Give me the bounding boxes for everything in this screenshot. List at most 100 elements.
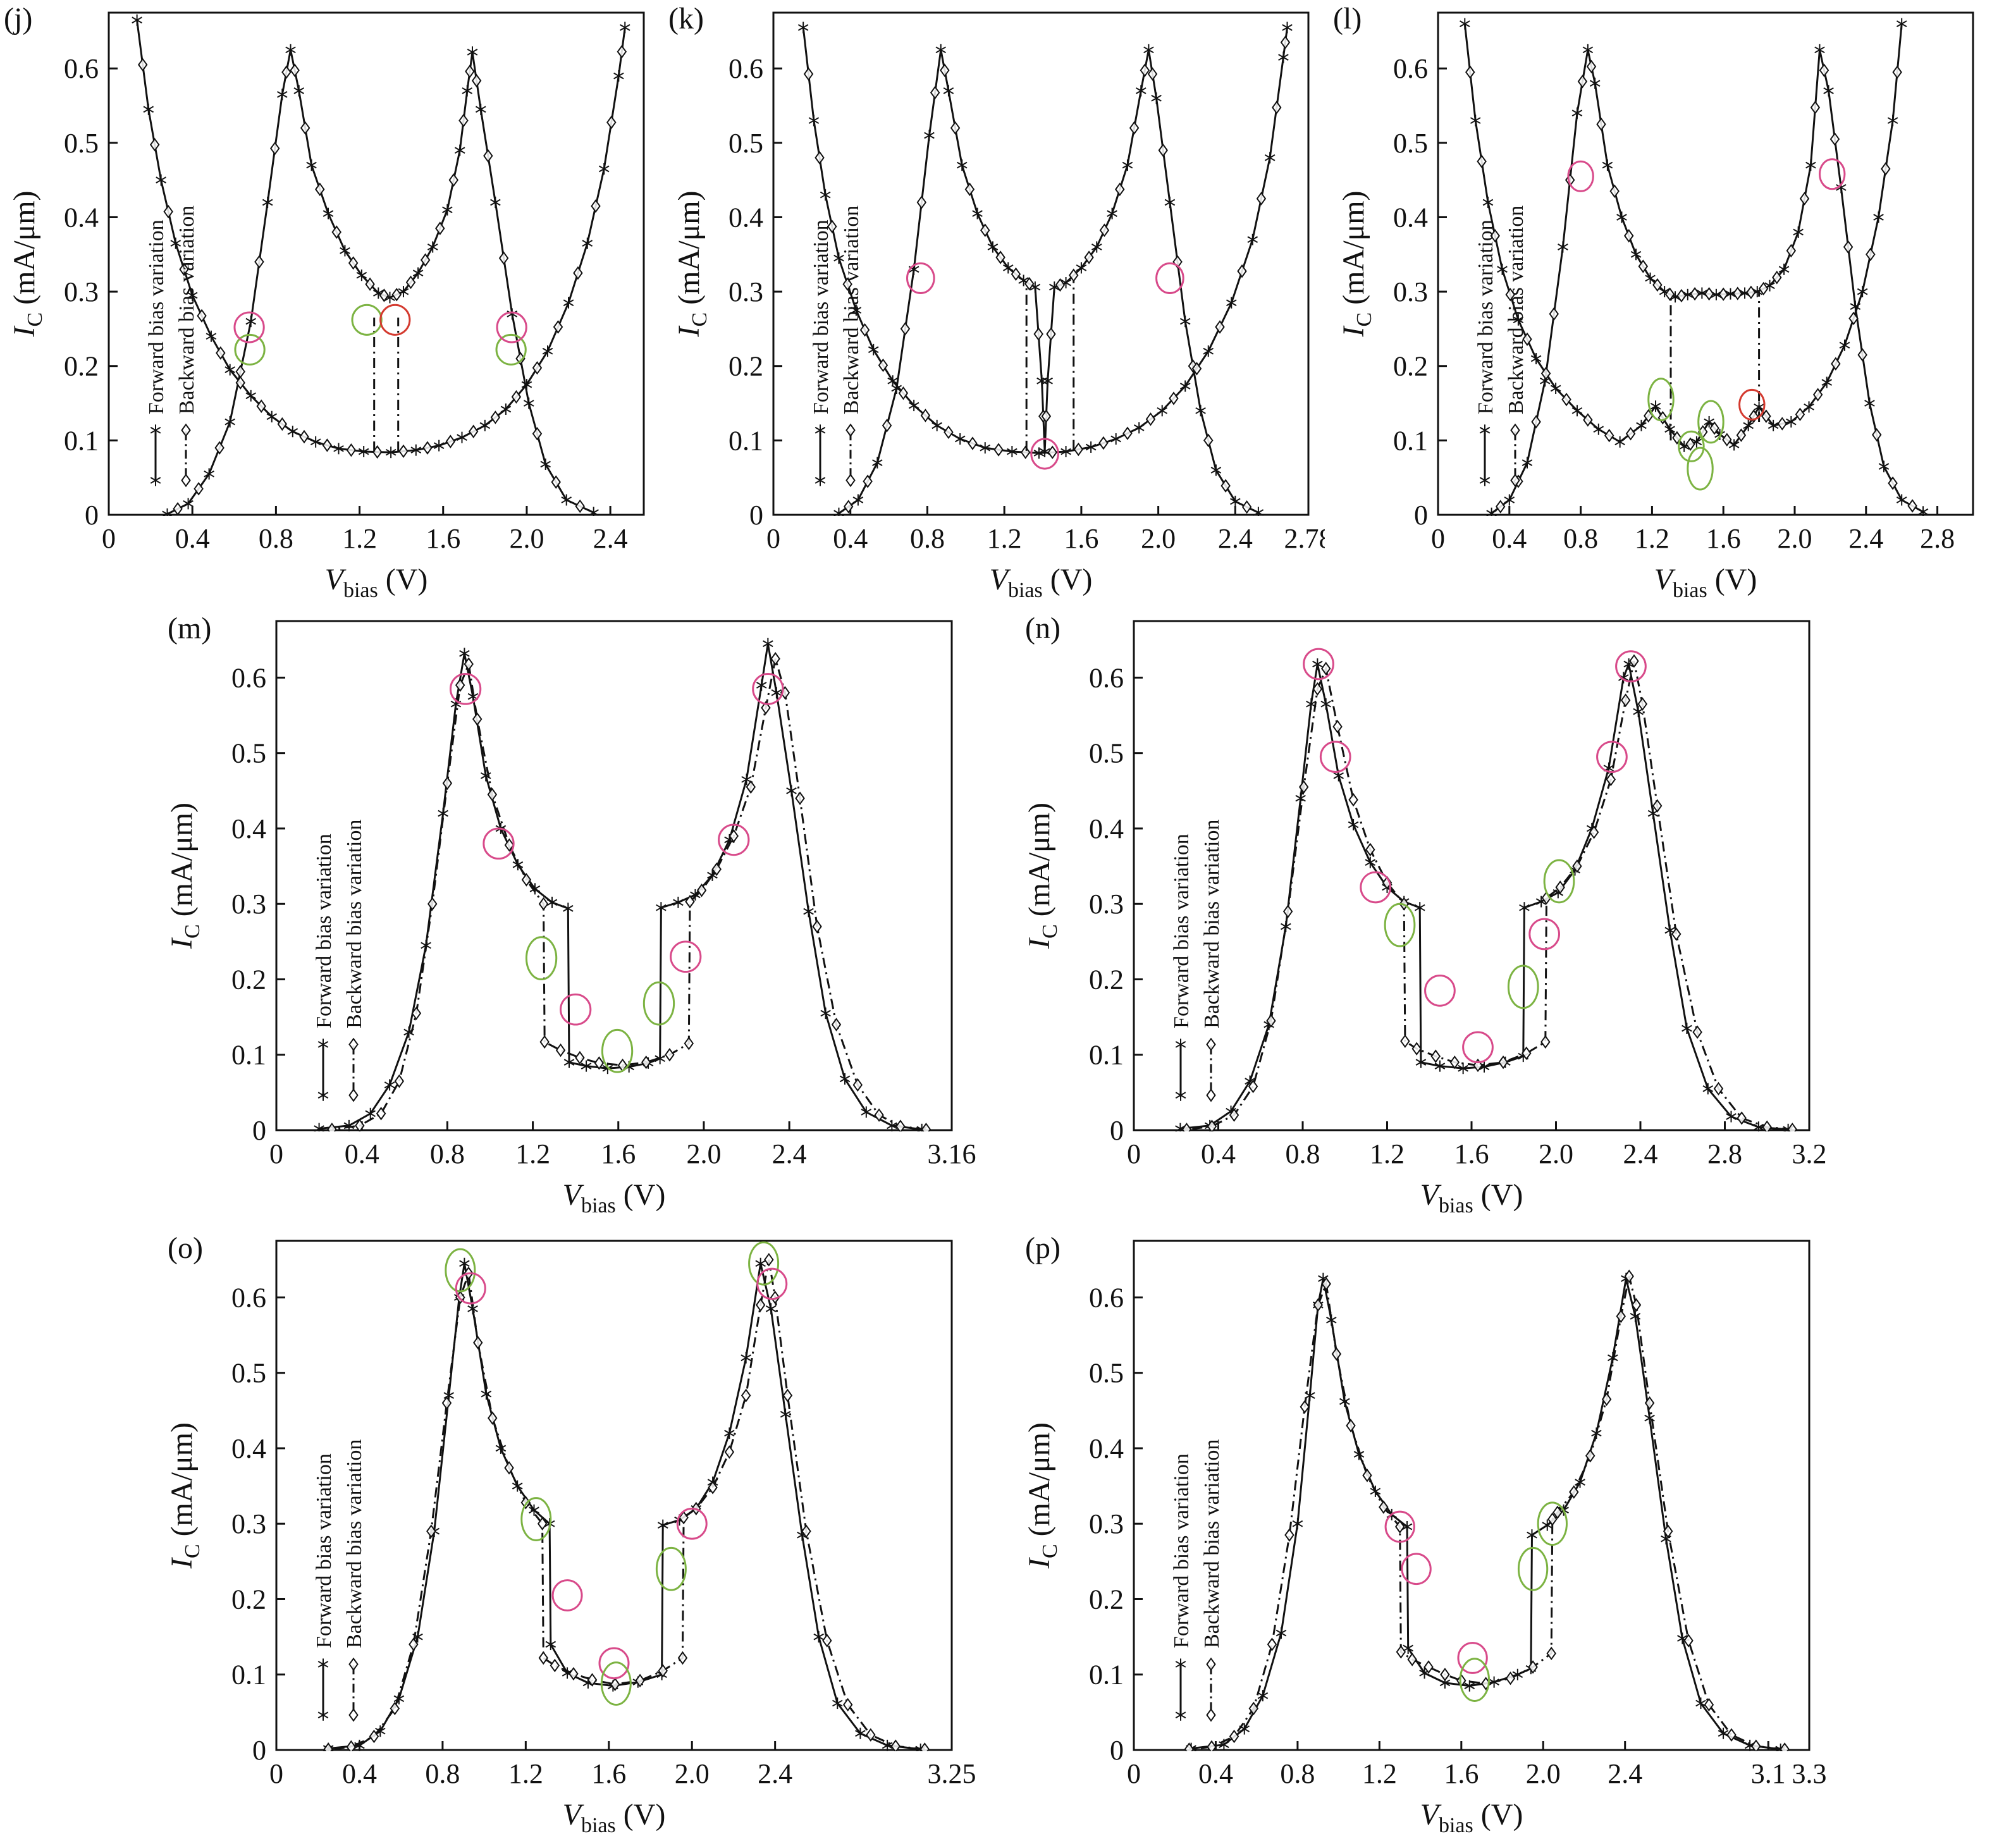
svg-text:2.4: 2.4 bbox=[758, 1758, 792, 1789]
panel-label-m: (m) bbox=[168, 612, 212, 645]
svg-text:1.2: 1.2 bbox=[508, 1758, 543, 1789]
svg-text:0.3: 0.3 bbox=[231, 889, 266, 920]
svg-text:Forward bias variation: Forward bias variation bbox=[312, 834, 336, 1028]
svg-text:0.4: 0.4 bbox=[1492, 523, 1527, 554]
svg-text:2.4: 2.4 bbox=[772, 1138, 807, 1169]
svg-text:0: 0 bbox=[1414, 500, 1428, 531]
svg-text:2.0: 2.0 bbox=[1526, 1758, 1561, 1789]
svg-text:0.6: 0.6 bbox=[729, 53, 763, 84]
svg-text:Backward bias variation: Backward bias variation bbox=[1200, 820, 1224, 1028]
panel-label-l: (l) bbox=[1333, 2, 1362, 35]
svg-text:2.4: 2.4 bbox=[1848, 523, 1883, 554]
svg-text:1.6: 1.6 bbox=[601, 1138, 636, 1169]
svg-text:3.16: 3.16 bbox=[928, 1138, 976, 1169]
svg-text:3.25: 3.25 bbox=[928, 1758, 976, 1789]
svg-text:0.1: 0.1 bbox=[1393, 425, 1428, 456]
svg-text:1.2: 1.2 bbox=[1635, 523, 1669, 554]
svg-text:2.0: 2.0 bbox=[1539, 1138, 1573, 1169]
svg-text:0.1: 0.1 bbox=[729, 425, 763, 456]
svg-text:0.8: 0.8 bbox=[259, 523, 293, 554]
svg-text:0.3: 0.3 bbox=[64, 276, 99, 307]
panel-label-p: (p) bbox=[1025, 1231, 1061, 1265]
svg-text:0: 0 bbox=[269, 1758, 283, 1789]
svg-text:2.0: 2.0 bbox=[509, 523, 544, 554]
svg-text:0.4: 0.4 bbox=[1089, 1433, 1124, 1464]
svg-text:0.1: 0.1 bbox=[64, 425, 99, 456]
svg-text:2.0: 2.0 bbox=[675, 1758, 710, 1789]
svg-text:0.6: 0.6 bbox=[231, 1282, 266, 1313]
svg-text:Forward bias variation: Forward bias variation bbox=[1474, 219, 1497, 414]
panel-label-o: (o) bbox=[168, 1231, 203, 1265]
panel-label-k: (k) bbox=[668, 2, 704, 35]
svg-text:1.2: 1.2 bbox=[515, 1138, 550, 1169]
svg-text:Vbias (V): Vbias (V) bbox=[1420, 1178, 1523, 1217]
svg-text:0.3: 0.3 bbox=[231, 1508, 266, 1539]
svg-text:2.4: 2.4 bbox=[593, 523, 628, 554]
svg-text:0.6: 0.6 bbox=[1089, 1282, 1124, 1313]
svg-text:0.5: 0.5 bbox=[231, 1358, 266, 1389]
figure-row-2: (m) 0 0.4 0.8 1.2 1.6 2.0 2.4 3.16 0 0.1 0.2 0.3 0.4… bbox=[0, 602, 1992, 1222]
chart-panel-l: (l) 0 0.4 0.8 1.2 1.6 2.0 2.4 2.8 0 0.1 0.2 0.3 0.4 0… bbox=[1332, 0, 1989, 601]
svg-text:1.6: 1.6 bbox=[1064, 523, 1098, 554]
chart-n-canvas: 0 0.4 0.8 1.2 1.6 2.0 2.4 2.8 3.2 0 0.1 0.2 0.3 0.4 0.… bbox=[1023, 620, 1827, 1217]
svg-text:0.1: 0.1 bbox=[231, 1040, 266, 1071]
chart-panel-o: (o) 0 0.4 0.8 1.2 1.6 2.0 2.4 3.25 0 0.1 0.2 0.3 0.4… bbox=[156, 1222, 978, 1839]
svg-text:0: 0 bbox=[252, 1735, 266, 1766]
svg-text:0.8: 0.8 bbox=[1286, 1138, 1320, 1169]
svg-text:1.2: 1.2 bbox=[1362, 1758, 1397, 1789]
figure-row-3: (o) 0 0.4 0.8 1.2 1.6 2.0 2.4 3.25 0 0.1 0.2 0.3 0.4… bbox=[0, 1222, 1992, 1842]
svg-text:0.4: 0.4 bbox=[1198, 1758, 1233, 1789]
svg-text:0.6: 0.6 bbox=[64, 53, 99, 84]
svg-text:Forward bias variation: Forward bias variation bbox=[809, 219, 833, 414]
svg-text:Backward bias variation: Backward bias variation bbox=[1504, 206, 1528, 414]
chart-o-canvas: 0 0.4 0.8 1.2 1.6 2.0 2.4 3.25 0 0.1 0.2 0.3 0.4 0.5 0… bbox=[165, 1240, 976, 1837]
svg-text:Backward bias variation: Backward bias variation bbox=[175, 206, 199, 414]
svg-text:1.6: 1.6 bbox=[1706, 523, 1741, 554]
svg-text:0.2: 0.2 bbox=[64, 351, 99, 382]
svg-text:0.4: 0.4 bbox=[729, 202, 763, 233]
svg-text:0.1: 0.1 bbox=[231, 1660, 266, 1691]
svg-text:0.5: 0.5 bbox=[1393, 128, 1428, 159]
svg-text:0.2: 0.2 bbox=[231, 964, 266, 995]
svg-text:1.6: 1.6 bbox=[426, 523, 460, 554]
chart-panel-m: (m) 0 0.4 0.8 1.2 1.6 2.0 2.4 3.16 0 0.1 0.2 0.3 0.4… bbox=[156, 602, 978, 1219]
svg-text:Forward bias variation: Forward bias variation bbox=[312, 1453, 336, 1648]
svg-text:1.2: 1.2 bbox=[987, 523, 1022, 554]
svg-text:0: 0 bbox=[1110, 1115, 1124, 1146]
svg-text:0.4: 0.4 bbox=[342, 1758, 377, 1789]
chart-j-canvas: 0 0.4 0.8 1.2 1.6 2.0 2.4 0 0.1 0.2 0.3 0.4 0.5 0.6 Vb… bbox=[8, 11, 645, 601]
svg-text:0.3: 0.3 bbox=[1089, 1508, 1124, 1539]
svg-text:0.4: 0.4 bbox=[1393, 202, 1428, 233]
svg-text:2.78: 2.78 bbox=[1284, 523, 1325, 554]
svg-text:IC (mA/μm): IC (mA/μm) bbox=[165, 1422, 204, 1569]
svg-text:Forward bias variation: Forward bias variation bbox=[1170, 1453, 1193, 1648]
svg-text:2.4: 2.4 bbox=[1218, 523, 1253, 554]
svg-text:0: 0 bbox=[749, 500, 763, 531]
chart-p-canvas: 0 0.4 0.8 1.2 1.6 2.0 2.4 3.1 3.3 0 0.1 0.2 0.3 0.4 0.… bbox=[1023, 1240, 1827, 1837]
svg-text:Vbias (V): Vbias (V) bbox=[1654, 563, 1757, 601]
svg-text:0.5: 0.5 bbox=[1089, 1358, 1124, 1389]
svg-text:1.2: 1.2 bbox=[342, 523, 377, 554]
svg-text:2.8: 2.8 bbox=[1707, 1138, 1742, 1169]
svg-text:0: 0 bbox=[766, 523, 780, 554]
svg-text:0.1: 0.1 bbox=[1089, 1660, 1124, 1691]
svg-text:2.4: 2.4 bbox=[1623, 1138, 1658, 1169]
svg-text:0: 0 bbox=[102, 523, 116, 554]
svg-text:0: 0 bbox=[85, 500, 99, 531]
svg-text:3.1: 3.1 bbox=[1751, 1758, 1786, 1789]
svg-text:IC (mA/μm): IC (mA/μm) bbox=[672, 190, 711, 337]
svg-text:0.4: 0.4 bbox=[175, 523, 210, 554]
chart-panel-p: (p) 0 0.4 0.8 1.2 1.6 2.0 2.4 3.1 3.3 0 0.1 0.2 0.3 0… bbox=[1014, 1222, 1836, 1839]
svg-text:0.8: 0.8 bbox=[910, 523, 945, 554]
svg-text:0.4: 0.4 bbox=[1201, 1138, 1236, 1169]
svg-text:1.6: 1.6 bbox=[591, 1758, 626, 1789]
chart-l-canvas: 0 0.4 0.8 1.2 1.6 2.0 2.4 2.8 0 0.1 0.2 0.3 0.4 0.5 0.… bbox=[1337, 11, 1974, 601]
svg-text:IC (mA/μm): IC (mA/μm) bbox=[1023, 1422, 1062, 1569]
svg-text:0.6: 0.6 bbox=[1393, 53, 1428, 84]
svg-text:0.8: 0.8 bbox=[1563, 523, 1598, 554]
svg-text:2.0: 2.0 bbox=[1778, 523, 1812, 554]
svg-text:Vbias (V): Vbias (V) bbox=[325, 563, 428, 601]
svg-text:Vbias (V): Vbias (V) bbox=[563, 1798, 666, 1837]
svg-text:0.3: 0.3 bbox=[1393, 276, 1428, 307]
